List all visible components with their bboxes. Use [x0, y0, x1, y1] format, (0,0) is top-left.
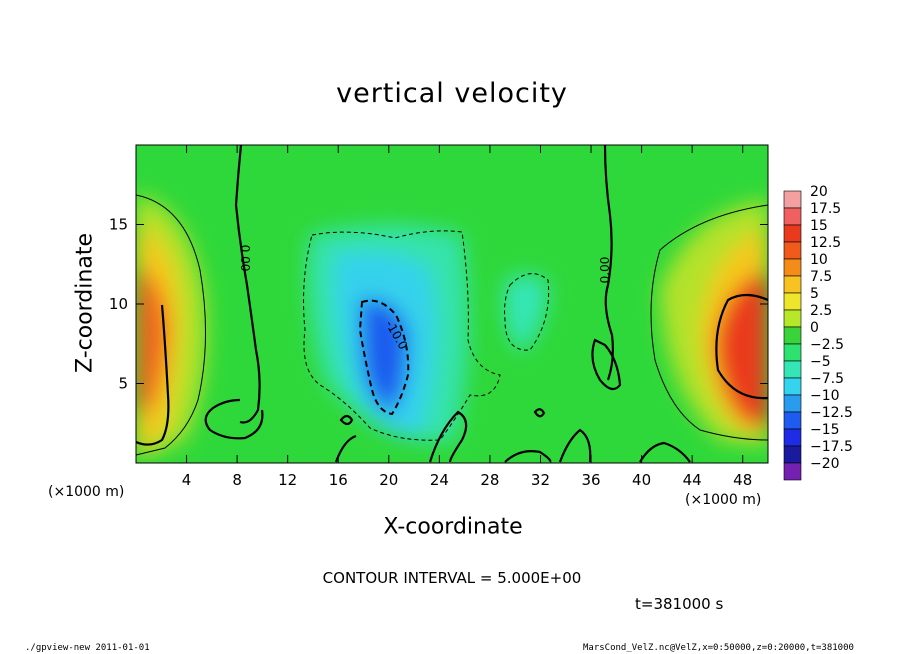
- colorbar-swatch: [783, 241, 802, 260]
- bottom-contour-a: [334, 434, 357, 463]
- small-contour-loop: [339, 414, 354, 426]
- contour-label-zero-left: 0.00: [238, 245, 252, 272]
- x-tick-label: 12: [278, 471, 297, 489]
- x-tick-label: 32: [531, 471, 550, 489]
- colorbar-label: 17.5: [810, 201, 841, 217]
- y-tick-label: 10: [109, 295, 128, 313]
- x-unit-label: (×1000 m): [685, 492, 762, 508]
- colorbar-swatch: [783, 394, 802, 413]
- colorbar-swatch: [783, 445, 802, 464]
- right-warm-core: [715, 270, 768, 428]
- left-updraft-contour: [136, 304, 170, 446]
- x-tick-label: 36: [581, 471, 600, 489]
- zero-contour-left: [234, 145, 261, 424]
- colorbar-swatch: [783, 292, 802, 311]
- colorbar-swatch: [783, 377, 802, 396]
- colorbar-swatch: [783, 343, 802, 362]
- colorbar-swatch: [783, 207, 802, 226]
- small-contour-loop-2: [533, 408, 546, 418]
- thin-contours: [136, 194, 768, 456]
- contour-labels: 0.00 0.00 -10.0: [238, 245, 612, 352]
- y-tick-label: 5: [118, 375, 128, 393]
- footer-right: MarsCond_VelZ.nc@VelZ,x=0:50000,z=0:2000…: [583, 643, 854, 653]
- colorbar-swatch: [783, 428, 802, 447]
- y-unit-label: (×1000 m): [48, 484, 125, 500]
- colorbar-swatch: [783, 326, 802, 345]
- colorbar-label: −15: [810, 422, 840, 438]
- x-tick-label: 48: [733, 471, 752, 489]
- left-warm-core: [136, 265, 168, 415]
- x-tick-label: 28: [480, 471, 499, 489]
- x-tick-label: 4: [182, 471, 192, 489]
- colorbar: 2017.51512.5107.552.50−2.5−5−7.5−10−12.5…: [783, 184, 853, 481]
- negative-contours: [303, 230, 550, 441]
- zero-contour-right-loop: [591, 338, 622, 391]
- colorbar-label: −20: [810, 456, 840, 472]
- colorbar-label: 20: [810, 184, 828, 200]
- colorbar-label: −5: [810, 354, 831, 370]
- colorbar-label: 12.5: [810, 235, 841, 251]
- colorbar-label: 0: [810, 320, 819, 336]
- colorbar-label: −2.5: [810, 337, 844, 353]
- right-thin-contour: [650, 204, 768, 441]
- zero-contours: [136, 145, 768, 463]
- x-axis-ticks: 4 8 12 16 20 24 28 32 36 40 44 48: [182, 145, 752, 489]
- colorbar-swatch: [783, 309, 802, 328]
- x-tick-label: 16: [329, 471, 348, 489]
- colorbar-label: 7.5: [810, 269, 832, 285]
- colorbar-label: 5: [810, 286, 819, 302]
- heatmap-field: [136, 145, 768, 463]
- downdraft-small: [504, 275, 548, 352]
- right-updraft-contour: [715, 293, 768, 400]
- colorbar-swatch: [783, 360, 802, 379]
- colorbar-swatch: [783, 462, 802, 481]
- footer-left: ./gpview-new 2011-01-01: [25, 643, 150, 653]
- left-thin-contour: [136, 194, 206, 456]
- colorbar-label: −17.5: [810, 439, 853, 455]
- bottom-contour-c: [504, 450, 552, 463]
- x-tick-label: 8: [232, 471, 242, 489]
- downdraft-core: [360, 299, 409, 412]
- x-tick-label: 20: [379, 471, 398, 489]
- x-tick-label: 24: [430, 471, 449, 489]
- colorbar-label: −10: [810, 388, 840, 404]
- colorbar-label: 2.5: [810, 303, 832, 319]
- contour-minus-5-small: [504, 273, 550, 351]
- y-axis-ticks: 5 10 15: [109, 216, 768, 393]
- colorbar-swatch: [783, 411, 802, 430]
- zero-contour-left-loop: [204, 398, 264, 440]
- contour-label-zero-right: 0.00: [598, 257, 612, 284]
- x-tick-label: 44: [683, 471, 702, 489]
- colorbar-swatch: [783, 190, 802, 209]
- bottom-contour-d: [558, 428, 592, 463]
- colorbar-label: −7.5: [810, 371, 844, 387]
- colorbar-label: 10: [810, 252, 828, 268]
- contour-minus-5: [303, 230, 501, 441]
- zero-contour-right: [603, 145, 614, 381]
- time-label: t=381000 s: [635, 595, 724, 613]
- contour-minus-10: [358, 299, 410, 416]
- chart-title: vertical velocity: [336, 78, 568, 109]
- colorbar-label: 15: [810, 218, 828, 234]
- colorbar-label: −12.5: [810, 405, 853, 421]
- contour-interval: CONTOUR INTERVAL = 5.000E+00: [322, 569, 582, 587]
- colorbar-swatch: [783, 275, 802, 294]
- y-tick-label: 15: [109, 216, 128, 234]
- colorbar-swatch: [783, 224, 802, 243]
- bottom-contour-e: [639, 441, 691, 463]
- colorbar-swatch: [783, 258, 802, 277]
- x-axis-label: X-coordinate: [383, 514, 523, 540]
- x-tick-label: 40: [632, 471, 651, 489]
- bottom-contour-b: [428, 410, 468, 463]
